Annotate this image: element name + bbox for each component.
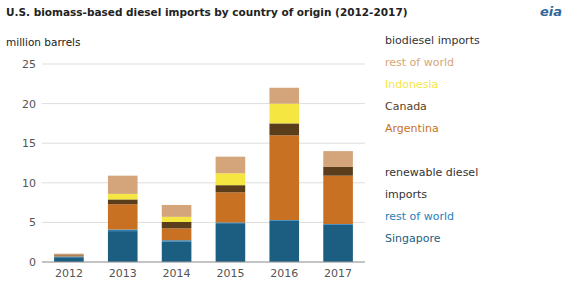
x-tick-label: 2012 [55, 267, 83, 280]
bar-segment [108, 176, 138, 194]
bar-segment [323, 225, 353, 262]
x-tick-label: 2014 [163, 267, 191, 280]
x-tick-label: 2016 [270, 267, 298, 280]
grid-line [42, 64, 365, 65]
bar-segment [216, 173, 246, 185]
bar-segment [108, 230, 138, 232]
legend-heading: renewable diesel [385, 166, 478, 179]
bar-segment [269, 88, 299, 104]
bar-segment [269, 104, 299, 124]
legend-entry: Indonesia [385, 78, 438, 91]
bar-segment [323, 167, 353, 176]
bar-segment [323, 176, 353, 224]
bar-segment [216, 192, 246, 222]
x-tick-label: 2013 [109, 267, 137, 280]
bar-segment [108, 199, 138, 204]
bar-segment [162, 222, 192, 228]
bar-segment [269, 221, 299, 262]
bar-segment [216, 185, 246, 192]
chart: 0 5 10 15 20 25 2012 2013 2014 2015 2016 2017 U.S. b… [0, 0, 572, 291]
bar-segment [162, 240, 192, 241]
bar-segment [54, 256, 84, 258]
bar-segment [269, 135, 299, 220]
bar-segment [54, 257, 84, 262]
y-tick-label: 10 [22, 177, 36, 190]
bar-segment [216, 157, 246, 174]
grid-line [42, 182, 365, 183]
logo: eia [540, 4, 562, 19]
grid-line [42, 103, 365, 104]
x-axis-line [42, 262, 365, 263]
x-tick-label: 2017 [324, 267, 352, 280]
legend-entry: rest of world [385, 210, 454, 223]
bar-segment [54, 254, 84, 256]
title: U.S. biomass-based diesel imports by cou… [6, 6, 408, 18]
bar-segment [269, 123, 299, 135]
legend-entry: Argentina [385, 122, 439, 135]
y-tick-label: 5 [29, 216, 36, 229]
grid-line [42, 143, 365, 144]
bar-segment [216, 223, 246, 262]
legend-entry: Singapore [385, 232, 441, 245]
bar-segment [108, 194, 138, 200]
legend-entry: rest of world [385, 56, 454, 69]
bar-segment [54, 253, 84, 255]
bar-segment [162, 217, 192, 222]
bar-segment [162, 228, 192, 240]
y-tick-label: 20 [22, 98, 36, 111]
bar-segment [108, 204, 138, 229]
legend-heading: imports [385, 188, 427, 201]
y-tick-label: 15 [22, 137, 36, 150]
legend-heading: biodiesel imports [385, 34, 480, 47]
bar-segment [108, 231, 138, 262]
bar-segment [54, 255, 84, 256]
bars [54, 88, 353, 262]
grid-line [42, 262, 365, 263]
bar-segment [162, 241, 192, 262]
bar-segment [323, 151, 353, 167]
bar-segment [54, 254, 84, 255]
legend-entry: Canada [385, 100, 427, 113]
y-axis-label: million barrels [6, 36, 80, 48]
y-tick-label: 25 [22, 58, 36, 71]
x-tick-label: 2015 [216, 267, 244, 280]
bar-segment [162, 205, 192, 217]
grid-line [42, 222, 365, 223]
y-tick-label: 0 [29, 256, 36, 269]
